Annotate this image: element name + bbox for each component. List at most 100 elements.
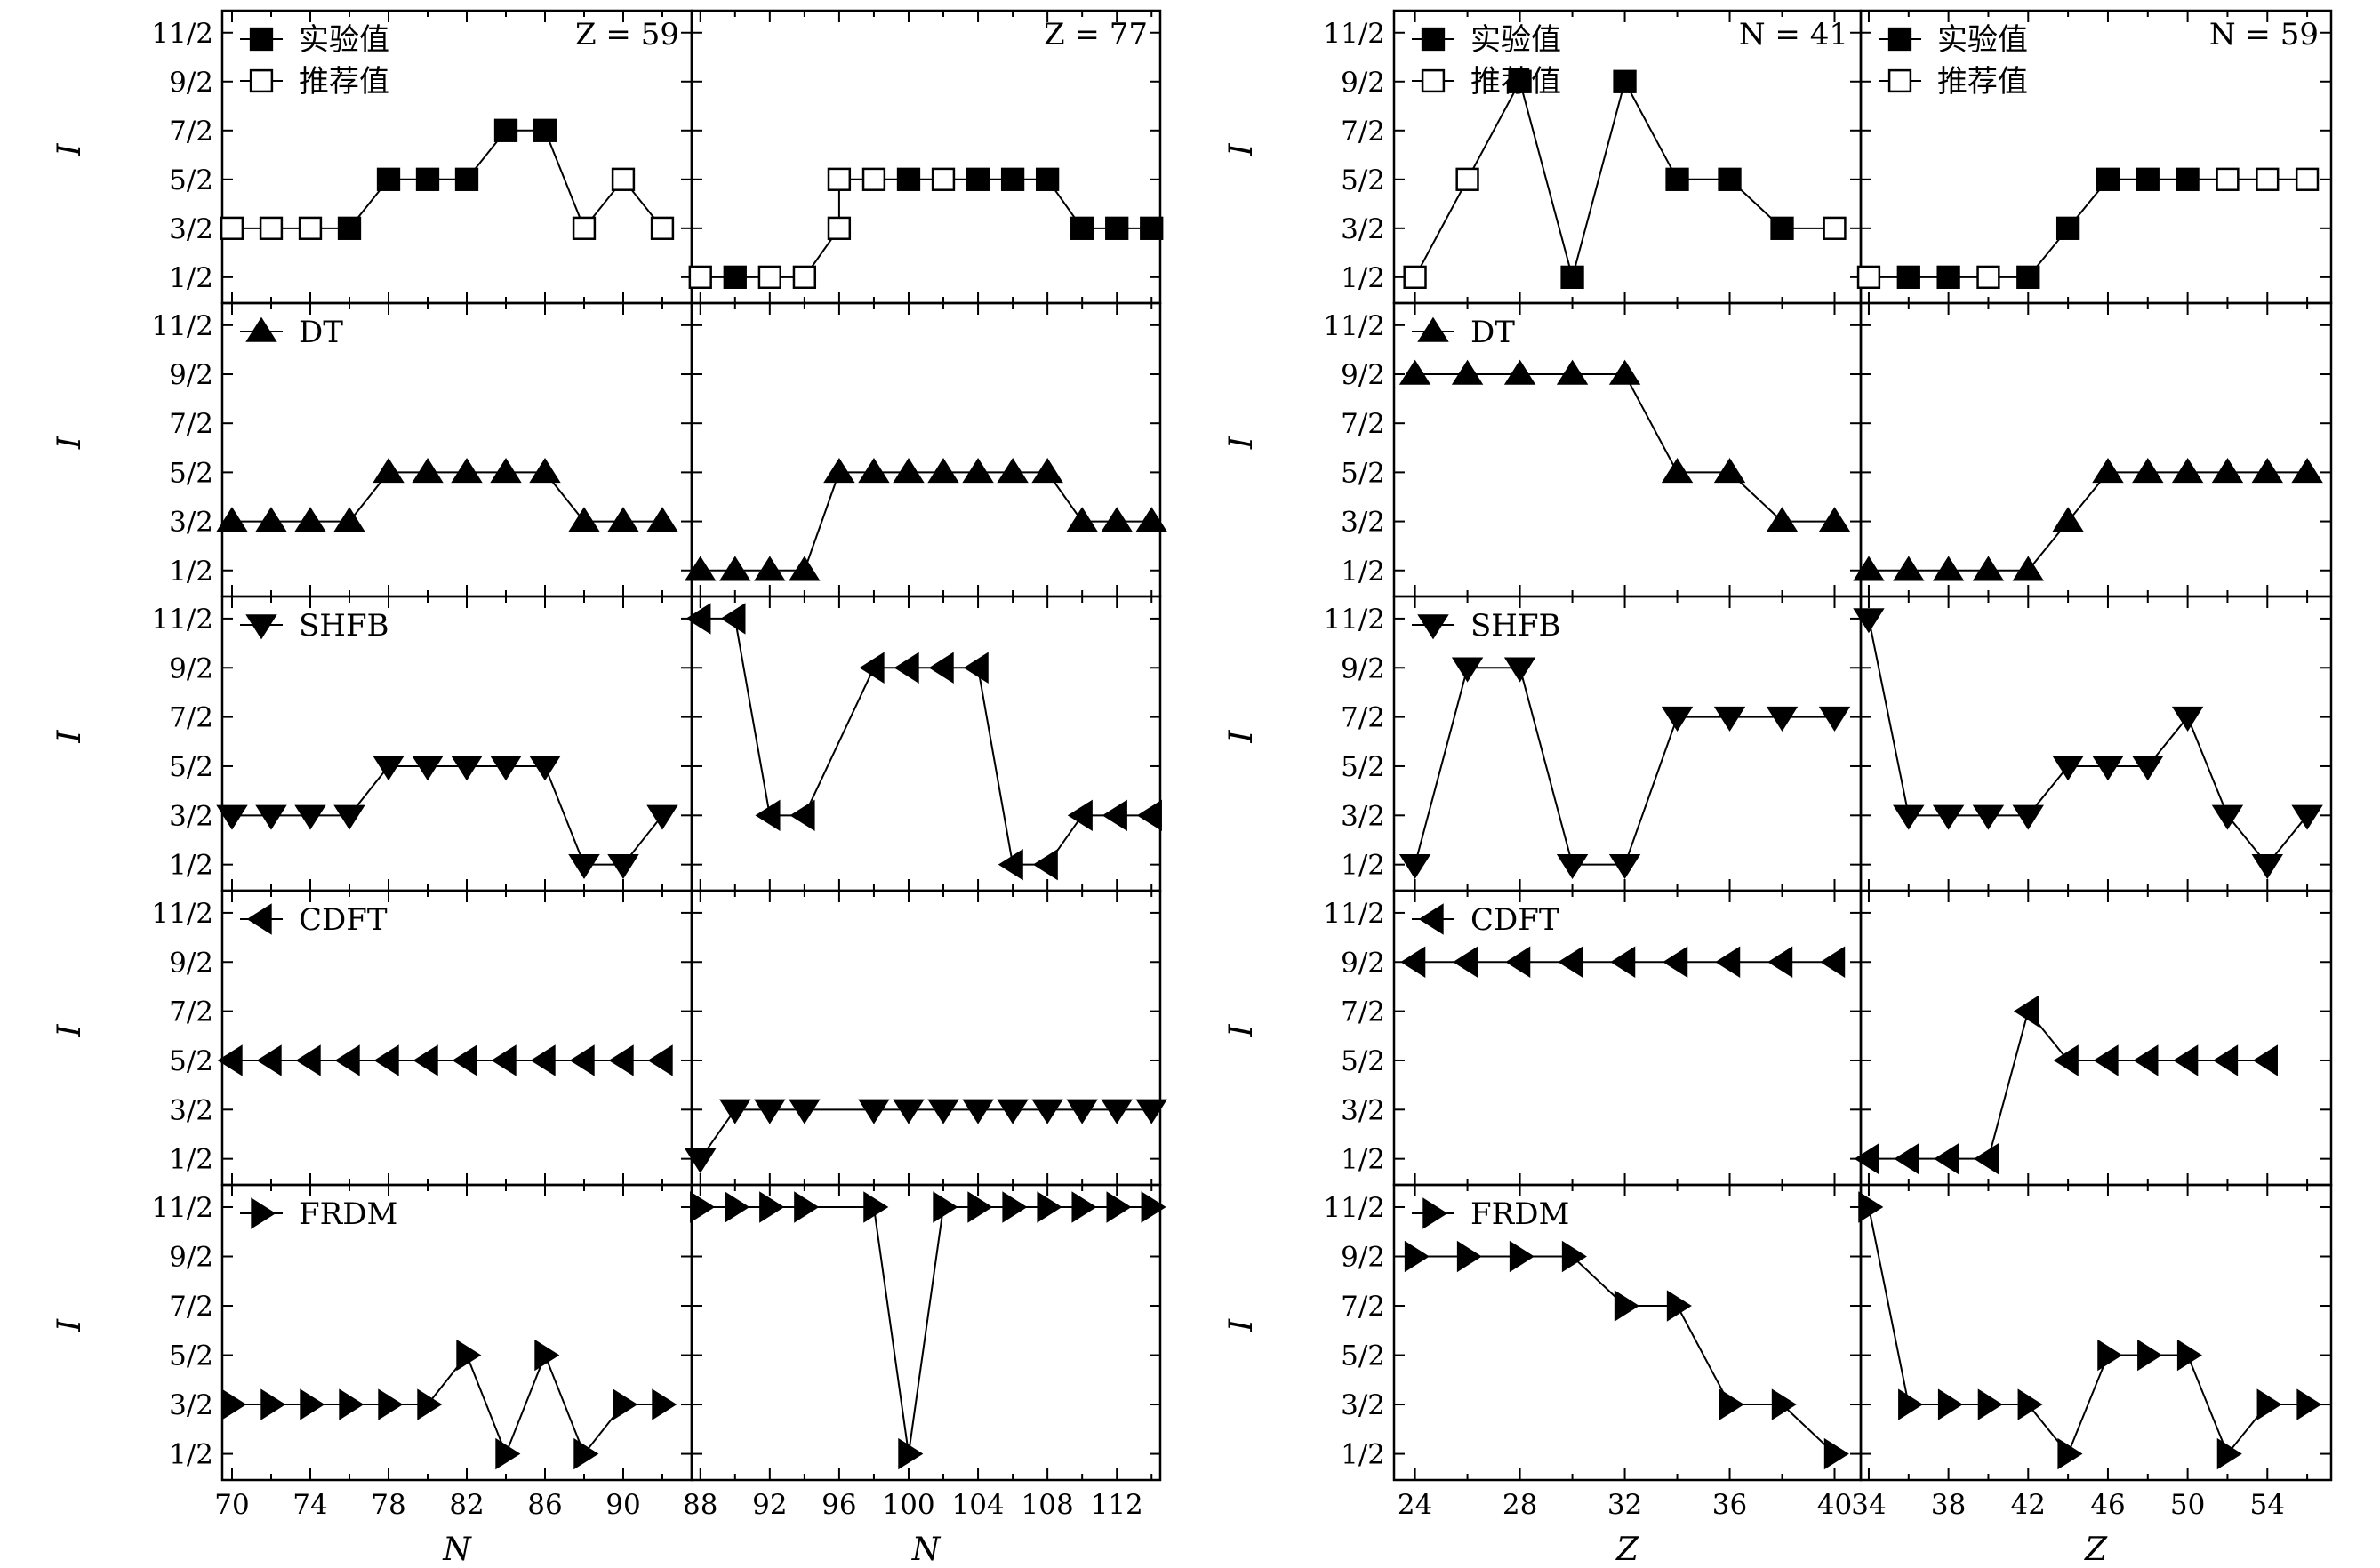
series-line <box>1868 178 2308 278</box>
legend-marker <box>1887 68 1912 93</box>
data-point <box>337 216 362 240</box>
data-point <box>2097 1339 2123 1372</box>
data-point <box>334 1044 360 1076</box>
data-point <box>1856 265 1881 289</box>
data-point <box>1610 946 1636 978</box>
data-point <box>962 1099 994 1124</box>
data-point <box>1031 458 1063 484</box>
data-point <box>1558 946 1583 978</box>
legend-label: FRDM <box>299 1196 397 1232</box>
y-tick-label: 1/2 <box>1341 556 1385 588</box>
data-point <box>1037 1191 1062 1223</box>
data-point <box>2176 1339 2202 1372</box>
panel-r2-c1: 1/2 3/2 5/2 7/2 9/2 11/2 I DT <box>52 301 693 598</box>
data-point <box>613 1388 638 1420</box>
y-tick-label: 1/2 <box>169 1144 213 1176</box>
data-point <box>1937 1388 1963 1420</box>
data-point <box>650 216 675 240</box>
data-point <box>894 652 919 684</box>
data-point <box>2256 167 2280 191</box>
data-point <box>998 848 1023 881</box>
data-point <box>417 1388 443 1420</box>
data-point <box>1066 1099 1098 1124</box>
data-point <box>962 458 994 484</box>
panel-frame <box>1859 301 2333 598</box>
data-point <box>1713 458 1746 484</box>
panel-frame <box>220 889 693 1187</box>
data-point <box>1614 1290 1639 1322</box>
panel-r3-c4 <box>1853 595 2333 892</box>
panel-frame <box>1392 1183 1863 1482</box>
y-tick-label: 7/2 <box>1341 116 1385 148</box>
data-point <box>1823 1437 1849 1470</box>
y-axis-label: I <box>1223 436 1260 450</box>
data-point <box>723 265 747 289</box>
data-point <box>858 458 890 484</box>
data-point <box>2173 1044 2199 1076</box>
data-point <box>1898 1388 1924 1420</box>
data-point <box>1974 1142 1999 1175</box>
data-point <box>255 507 287 532</box>
y-tick-label: 5/2 <box>1341 751 1385 783</box>
data-point <box>2171 706 2204 732</box>
y-tick-label: 3/2 <box>169 1094 213 1126</box>
series-line <box>1414 373 1835 523</box>
series-line <box>1414 667 1835 866</box>
data-point <box>1140 216 1164 240</box>
data-point <box>685 1148 717 1174</box>
data-point <box>652 1388 677 1420</box>
legend-label: CDFT <box>299 902 388 938</box>
data-point <box>896 167 921 191</box>
y-axis-label: I <box>1223 143 1260 157</box>
data-point <box>2252 1044 2278 1076</box>
legend-marker <box>1417 614 1449 640</box>
data-point <box>2057 1437 2083 1470</box>
legend-label: 推荐值 <box>1937 64 2028 100</box>
y-tick-label: 9/2 <box>1341 947 1385 979</box>
data-point <box>2171 458 2204 484</box>
legend-label: 推荐值 <box>299 64 389 100</box>
data-point <box>1136 799 1162 832</box>
panel-r2-c2 <box>685 301 1167 598</box>
data-point <box>1818 706 1851 732</box>
data-point <box>217 1044 243 1076</box>
panel-frame <box>220 595 693 892</box>
series-line <box>232 471 662 523</box>
data-point <box>827 167 852 191</box>
data-point <box>2295 167 2320 191</box>
data-point <box>2016 265 2040 289</box>
y-tick-label: 9/2 <box>169 652 213 684</box>
data-point <box>2092 756 2124 781</box>
data-point <box>568 853 600 880</box>
y-tick-label: 7/2 <box>1341 702 1385 734</box>
y-tick-label: 7/2 <box>1341 996 1385 1028</box>
x-tick-label: 38 <box>1931 1489 1966 1521</box>
y-tick-label: 3/2 <box>1341 507 1385 539</box>
data-point <box>1071 1191 1097 1223</box>
data-point <box>529 756 561 781</box>
data-point <box>2055 216 2080 240</box>
data-point <box>1560 265 1584 289</box>
data-point <box>759 1191 785 1223</box>
data-point <box>2017 1388 2043 1420</box>
data-point <box>1453 946 1478 978</box>
data-point <box>1715 946 1741 978</box>
panel-frame <box>1859 9 2333 305</box>
data-point <box>1893 804 1925 830</box>
legend-marker <box>1887 27 1912 52</box>
data-point <box>725 1191 750 1223</box>
y-tick-label: 11/2 <box>1323 310 1385 342</box>
series-line <box>1868 1009 2268 1160</box>
data-point <box>1451 657 1484 683</box>
y-tick-label: 1/2 <box>169 850 213 882</box>
data-point <box>2132 458 2164 484</box>
data-point <box>2256 1388 2282 1420</box>
data-point <box>333 804 365 830</box>
series-line <box>700 1205 1152 1454</box>
panel-frame <box>220 1183 693 1482</box>
data-point <box>2096 167 2120 191</box>
panel-annotation: N = 59 <box>2209 17 2319 52</box>
data-point <box>1556 853 1589 880</box>
data-point <box>1893 556 1925 581</box>
panel-frame <box>1392 301 1863 598</box>
